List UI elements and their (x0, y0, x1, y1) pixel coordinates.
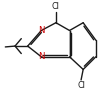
Text: N: N (38, 52, 45, 61)
Text: N: N (38, 26, 45, 35)
Text: Cl: Cl (52, 2, 60, 11)
Text: Cl: Cl (77, 81, 85, 90)
